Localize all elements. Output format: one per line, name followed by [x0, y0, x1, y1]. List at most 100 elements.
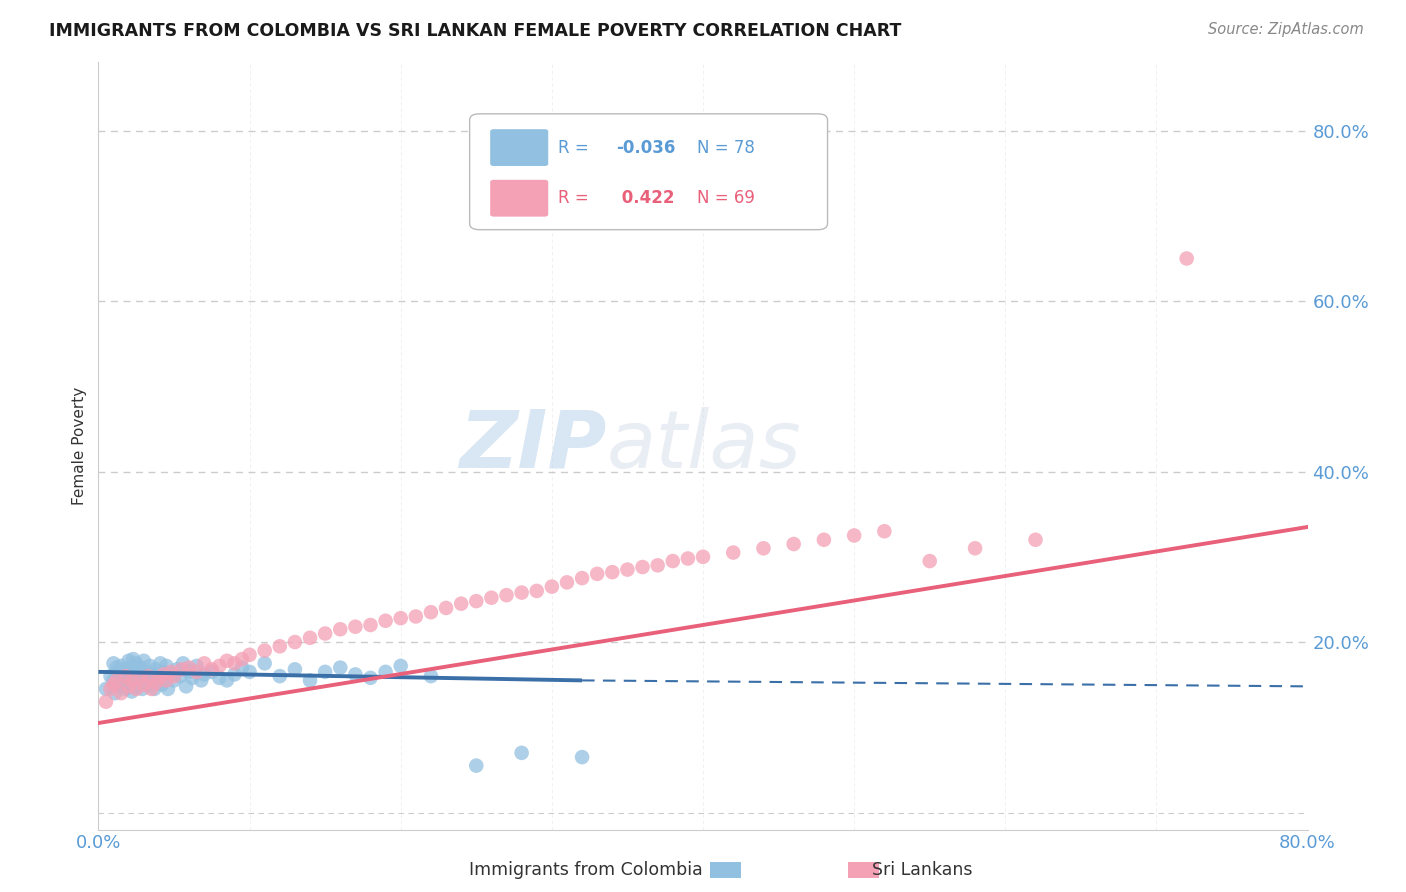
Point: [723, 545, 745, 559]
Point: [152, 665, 174, 679]
Point: [873, 524, 896, 539]
Point: [125, 679, 148, 693]
Point: [166, 662, 188, 676]
Point: [107, 665, 129, 679]
Point: [163, 669, 186, 683]
Point: [129, 660, 152, 674]
Point: [918, 554, 941, 568]
Point: [181, 671, 204, 685]
Point: [110, 679, 132, 693]
Point: [121, 660, 143, 674]
Point: [224, 667, 246, 681]
Point: [465, 758, 488, 772]
Point: [145, 676, 167, 690]
Point: [148, 669, 170, 683]
Point: [136, 678, 159, 692]
Text: R =: R =: [558, 138, 593, 157]
Point: [253, 657, 276, 671]
Point: [495, 588, 517, 602]
Point: [420, 605, 443, 619]
Point: [128, 671, 150, 685]
Point: [186, 659, 208, 673]
Point: [132, 669, 155, 683]
Text: Sri Lankans: Sri Lankans: [872, 861, 972, 879]
Point: [141, 671, 163, 685]
Point: [481, 591, 503, 605]
Point: [224, 657, 246, 671]
Point: [661, 554, 683, 568]
Point: [631, 560, 654, 574]
Point: [103, 657, 125, 671]
Point: [163, 673, 186, 688]
Point: [201, 662, 224, 676]
Point: [141, 681, 163, 696]
Point: [111, 671, 134, 685]
Text: IMMIGRANTS FROM COLOMBIA VS SRI LANKAN FEMALE POVERTY CORRELATION CHART: IMMIGRANTS FROM COLOMBIA VS SRI LANKAN F…: [49, 22, 901, 40]
Point: [100, 669, 122, 683]
Point: [115, 673, 138, 688]
Point: [125, 681, 148, 696]
Point: [215, 654, 238, 668]
Point: [676, 551, 699, 566]
FancyBboxPatch shape: [470, 114, 828, 229]
Point: [434, 601, 457, 615]
Text: ZIP: ZIP: [458, 407, 606, 485]
Text: -0.036: -0.036: [616, 138, 675, 157]
Point: [150, 678, 173, 692]
Point: [239, 665, 262, 679]
Point: [193, 657, 215, 671]
Point: [253, 643, 276, 657]
Text: N = 78: N = 78: [697, 138, 755, 157]
Point: [526, 583, 548, 598]
Point: [114, 662, 136, 676]
Point: [284, 635, 307, 649]
FancyBboxPatch shape: [491, 180, 548, 217]
Point: [360, 618, 382, 632]
Point: [299, 631, 322, 645]
FancyBboxPatch shape: [491, 129, 548, 166]
Point: [127, 667, 149, 681]
Point: [692, 549, 714, 564]
Point: [143, 681, 166, 696]
Point: [152, 667, 174, 681]
Point: [124, 673, 146, 688]
Point: [405, 609, 427, 624]
Text: atlas: atlas: [606, 407, 801, 485]
Point: [174, 679, 197, 693]
Point: [420, 669, 443, 683]
Text: 0.422: 0.422: [616, 189, 675, 207]
Point: [155, 659, 177, 673]
Point: [329, 660, 352, 674]
Y-axis label: Female Poverty: Female Poverty: [72, 387, 87, 505]
Point: [1024, 533, 1046, 547]
Point: [118, 676, 141, 690]
Point: [100, 681, 122, 696]
Point: [208, 659, 231, 673]
Point: [783, 537, 806, 551]
Point: [201, 665, 224, 679]
Point: [186, 665, 208, 679]
Point: [148, 671, 170, 685]
Point: [114, 669, 136, 683]
Point: [586, 566, 609, 581]
Point: [510, 585, 533, 599]
Point: [103, 673, 125, 688]
Point: [94, 695, 117, 709]
Point: [145, 662, 167, 676]
Point: [169, 669, 191, 683]
Point: [269, 640, 291, 654]
Point: [153, 671, 176, 685]
Point: [149, 657, 172, 671]
Point: [170, 662, 193, 676]
Point: [965, 541, 987, 556]
Point: [389, 611, 412, 625]
Point: [104, 686, 127, 700]
Point: [122, 652, 145, 666]
Point: [103, 678, 125, 692]
Point: [132, 678, 155, 692]
Point: [465, 594, 488, 608]
Point: [110, 686, 132, 700]
Point: [121, 684, 143, 698]
Point: [231, 652, 253, 666]
Point: [136, 669, 159, 683]
